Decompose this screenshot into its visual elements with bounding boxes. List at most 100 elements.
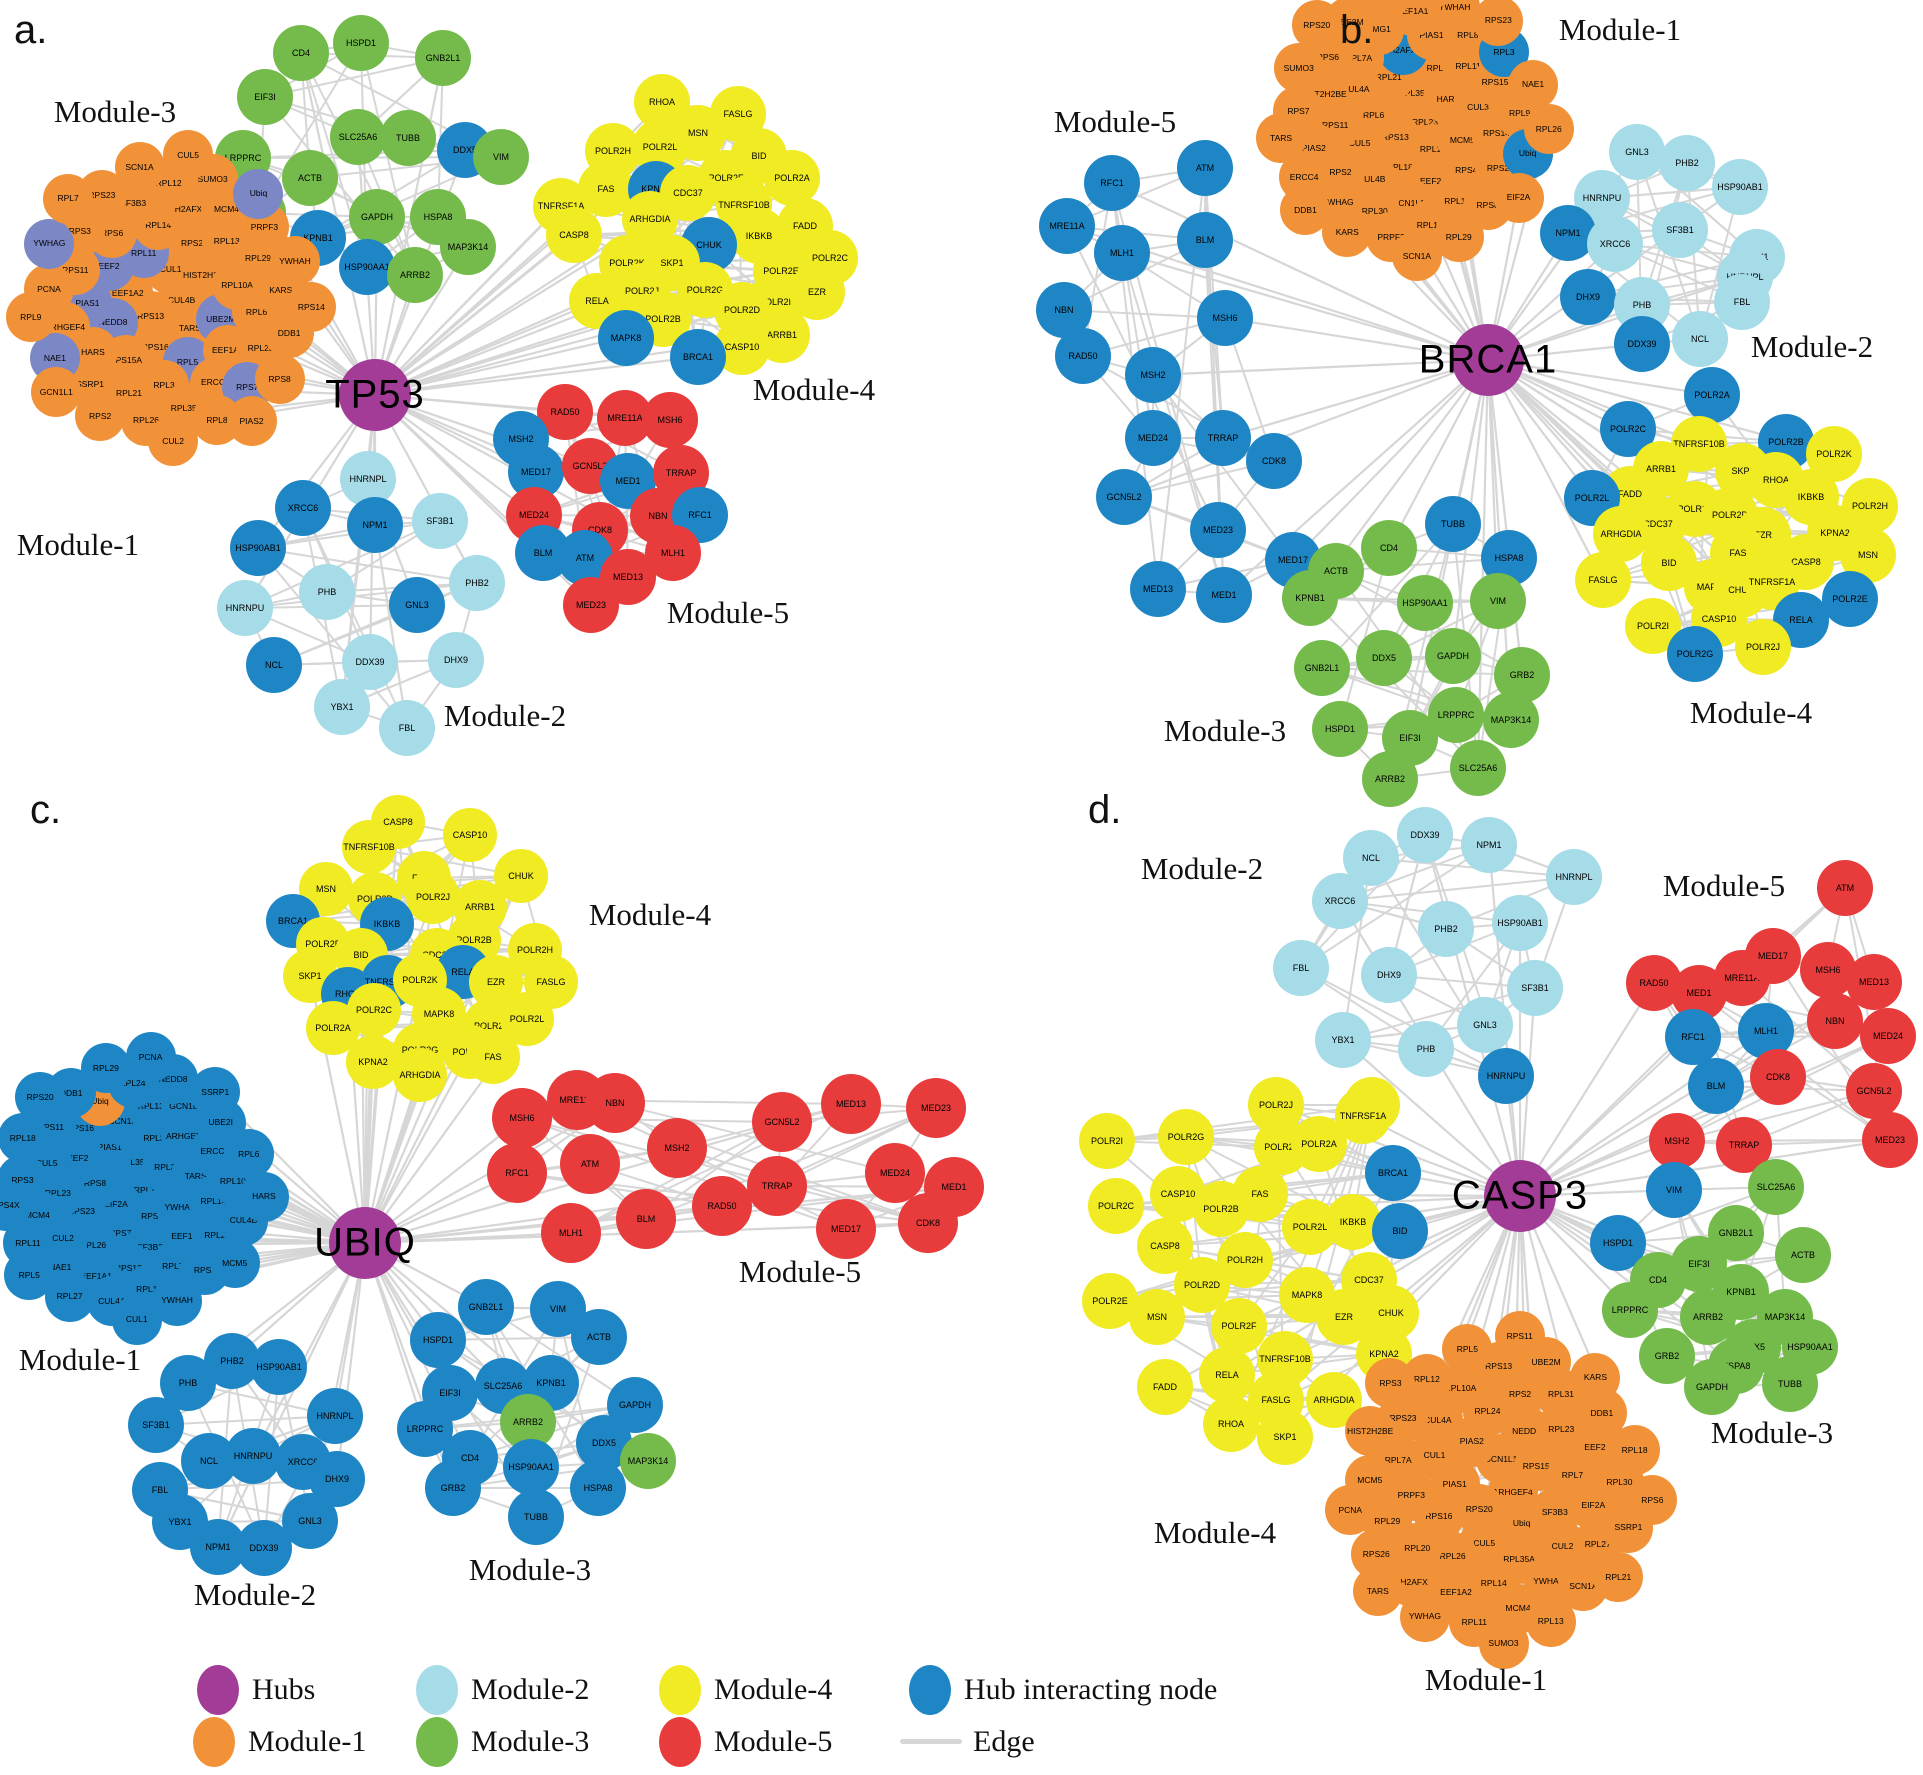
- module-label: Module-3: [1710, 1415, 1834, 1450]
- node-RELA: RELA: [1199, 1347, 1255, 1403]
- node-PHB: PHB: [1398, 1021, 1454, 1077]
- node-BLM: BLM: [616, 1189, 676, 1249]
- legend-edge-label: Edge: [973, 1725, 1035, 1758]
- module-label: Module-1: [1424, 1662, 1548, 1697]
- node-DHX9: DHX9: [1560, 269, 1616, 325]
- node-MED13: MED13: [1846, 954, 1902, 1010]
- node-FASLG: FASLG: [1575, 552, 1631, 608]
- node-ACTB: ACTB: [571, 1309, 627, 1365]
- node-HSP90AB1: HSP90AB1: [251, 1339, 307, 1395]
- node-TRRAP: TRRAP: [1195, 410, 1251, 466]
- node-MED24: MED24: [865, 1143, 925, 1203]
- node-MSH6: MSH6: [1197, 290, 1253, 346]
- node-RPL29: RPL29: [1433, 211, 1484, 262]
- node-SLC25A6: SLC25A6: [1748, 1159, 1804, 1215]
- node-GNL3: GNL3: [1457, 997, 1513, 1053]
- node-IKBKB: IKBKB: [1783, 469, 1839, 525]
- node-POLR2I: POLR2I: [1079, 1113, 1135, 1169]
- node-MED24: MED24: [1125, 410, 1181, 466]
- legend-label: Module-2: [471, 1673, 590, 1706]
- node-RPL7: RPL7: [43, 173, 94, 224]
- node-POLR2L: POLR2L: [1282, 1199, 1338, 1255]
- node-MED17: MED17: [816, 1199, 876, 1259]
- node-PIAS2: PIAS2: [226, 396, 277, 447]
- node-NPM1: NPM1: [1540, 205, 1596, 261]
- legend-swatch-module-3: [416, 1717, 458, 1767]
- node-ARRB2: ARRB2: [1362, 751, 1418, 807]
- node-DHX9: DHX9: [428, 632, 484, 688]
- node-MLH1: MLH1: [541, 1203, 601, 1263]
- legend-label: Module-4: [714, 1673, 833, 1706]
- node-XRCC6: XRCC6: [1312, 873, 1368, 929]
- node-EIF3I: EIF3I: [237, 69, 293, 125]
- node-MAP3K14: MAP3K14: [1483, 692, 1539, 748]
- legend-swatch-hubs: [197, 1665, 239, 1715]
- node-MAP3K14: MAP3K14: [440, 219, 496, 275]
- node-NBN: NBN: [585, 1073, 645, 1133]
- node-NCL: NCL: [1672, 311, 1728, 367]
- node-KPNA2: KPNA2: [346, 1035, 400, 1089]
- legend-label: Hub interacting node: [964, 1673, 1218, 1706]
- node-RPS8: RPS8: [254, 354, 305, 405]
- module-label: Module-1: [1558, 12, 1682, 47]
- node-ARRB2: ARRB2: [387, 247, 443, 303]
- node-RPL10A: RPL10A: [1359, 0, 1410, 21]
- node-CUL1: CUL1: [111, 1294, 162, 1345]
- panel-letter: a.: [14, 8, 48, 52]
- node-GAPDH: GAPDH: [1425, 628, 1481, 684]
- node-GNB2L1: GNB2L1: [415, 30, 471, 86]
- node-RPS14: RPS14: [286, 282, 337, 333]
- node-SUMO3: SUMO3: [1273, 43, 1324, 94]
- node-SCN1A: SCN1A: [1391, 231, 1442, 282]
- node-PHB2: PHB2: [1659, 135, 1715, 191]
- hub-label-CASP3: CASP3: [1451, 1173, 1589, 1218]
- node-GCN1L1: GCN1L1: [31, 367, 82, 418]
- node-DDX39: DDX39: [1397, 807, 1453, 863]
- module-label: Module-2: [1750, 329, 1874, 364]
- node-PCNA: PCNA: [1325, 1485, 1376, 1536]
- node-CDK8: CDK8: [898, 1193, 958, 1253]
- node-YWHAG: YWHAG: [1399, 1591, 1450, 1642]
- node-MLH1: MLH1: [1094, 225, 1150, 281]
- node-SLC25A6: SLC25A6: [330, 109, 386, 165]
- node-POLR2E: POLR2E: [1082, 1273, 1138, 1329]
- node-MAPK8: MAPK8: [598, 310, 654, 366]
- node-POLR2L: POLR2L: [1564, 470, 1620, 526]
- node-MED13: MED13: [821, 1074, 881, 1134]
- node-PHB2: PHB2: [449, 555, 505, 611]
- node-DDX39: DDX39: [236, 1520, 292, 1576]
- node-GNB2L1: GNB2L1: [458, 1279, 514, 1335]
- node-BRCA1: BRCA1: [670, 329, 726, 385]
- module-label: Module-5: [1662, 868, 1786, 903]
- node-TUBB: TUBB: [508, 1489, 564, 1545]
- node-RPS11: RPS11: [1494, 1311, 1545, 1362]
- node-RFC1: RFC1: [1084, 155, 1140, 211]
- node-HIST2H2BE: HIST2H2BE: [1345, 1406, 1396, 1457]
- node-MED23: MED23: [563, 577, 619, 633]
- hub-label-UBIQ: UBIQ: [314, 1220, 416, 1265]
- node-PHB: PHB: [299, 564, 355, 620]
- node-MED1: MED1: [924, 1157, 984, 1217]
- node-HSPD1: HSPD1: [1312, 701, 1368, 757]
- node-MSH6: MSH6: [642, 392, 698, 448]
- node-TUBB: TUBB: [380, 110, 436, 166]
- node-SF3B1: SF3B1: [128, 1397, 184, 1453]
- node-FAS: FAS: [466, 1030, 520, 1084]
- node-HNRNPL: HNRNPL: [1546, 849, 1602, 905]
- node-DDB1: DDB1: [1280, 185, 1331, 235]
- node-POLR2B: POLR2B: [1193, 1181, 1249, 1237]
- node-CASP8: CASP8: [546, 207, 602, 263]
- node-RFC1: RFC1: [1665, 1009, 1721, 1065]
- module-label: Module-4: [752, 372, 876, 407]
- node-RPL5: RPL5: [4, 1249, 55, 1300]
- node-GNB2L1: GNB2L1: [1294, 640, 1350, 696]
- node-LRPPRC: LRPPRC: [1602, 1282, 1658, 1338]
- node-SCN1A: SCN1A: [114, 142, 165, 193]
- node-RPS23: RPS23: [1473, 0, 1524, 46]
- node-YBX1: YBX1: [1315, 1012, 1371, 1068]
- node-BRCA1: BRCA1: [1365, 1145, 1421, 1201]
- node-TARS: TARS: [1352, 1566, 1403, 1617]
- legend-label: Hubs: [252, 1673, 316, 1706]
- hub-label-TP53: TP53: [325, 372, 425, 417]
